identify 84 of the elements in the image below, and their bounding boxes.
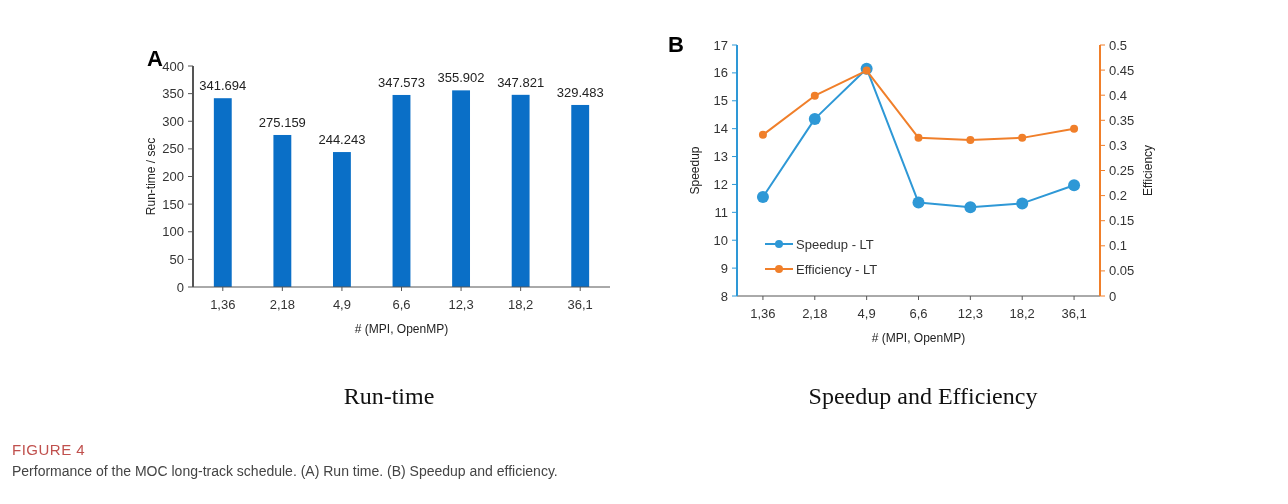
point [1018, 133, 1027, 142]
point [758, 130, 767, 139]
y-tick-label: 16 [713, 65, 728, 81]
y-axis-title: Run-time / sec [144, 137, 158, 216]
point [808, 112, 821, 125]
y-tick-label: 400 [162, 58, 184, 74]
y-tick-label: 50 [169, 251, 184, 267]
y-tick-label: 300 [162, 113, 184, 129]
point [756, 190, 769, 203]
y-tick-label: 10 [713, 232, 728, 248]
data-label: 244.243 [318, 132, 366, 148]
bar [452, 90, 471, 287]
point [914, 133, 923, 142]
y-tick-label: 9 [720, 260, 728, 276]
y2-tick-label: 0.2 [1109, 188, 1128, 204]
y2-tick-label: 0.15 [1109, 213, 1135, 229]
text: Performance of the MOC long-track schedule. (A) Run time. (B) Speedup and efficiency. [12, 463, 558, 479]
x-axis-title: # (MPI, OpenMP) [871, 331, 966, 345]
x-tick-label: 18,2 [507, 297, 534, 312]
y2-tick-label: 0.45 [1109, 62, 1135, 78]
data-label: 347.821 [497, 74, 545, 90]
y2-tick-label: 0 [1109, 288, 1117, 304]
bar [213, 98, 232, 287]
data-label: 275.159 [258, 114, 306, 130]
point [810, 91, 819, 100]
y-tick-label: 12 [713, 176, 728, 192]
x-tick-label: 2,18 [802, 306, 828, 321]
y2-tick-label: 0.35 [1109, 112, 1135, 128]
point [1070, 124, 1079, 133]
x-tick-label: 1,36 [750, 306, 776, 321]
point [1068, 179, 1081, 192]
y-tick-label: 17 [713, 37, 728, 53]
point [964, 201, 977, 214]
y-tick-label: 200 [162, 169, 184, 185]
x-tick-label: 12,3 [957, 306, 984, 321]
text: B [668, 32, 684, 57]
legend-label: Speedup - LT [796, 236, 874, 252]
data-label: 347.573 [378, 74, 425, 90]
x-tick-label: 6,6 [909, 306, 928, 321]
y-tick-label: 150 [162, 196, 184, 212]
x-tick-label: 6,6 [392, 297, 411, 312]
text: A [147, 46, 163, 71]
bar [392, 94, 411, 287]
y-tick-label: 0 [176, 279, 184, 295]
y2-tick-label: 0.4 [1109, 87, 1128, 103]
y-tick-label: 8 [720, 288, 728, 304]
x-tick-label: 36,1 [567, 297, 593, 312]
y-tick-label: 350 [162, 86, 184, 102]
data-label: 355.902 [437, 70, 485, 86]
y2-axis-title: Efficiency [1141, 144, 1155, 197]
point [1016, 197, 1029, 210]
x-tick-label: 12,3 [448, 297, 474, 312]
y-tick-label: 13 [713, 149, 728, 165]
x-tick-label: 4,9 [857, 306, 876, 321]
y2-tick-label: 0.25 [1109, 163, 1135, 179]
text: FIGURE 4 [12, 441, 86, 458]
legend-label: Efficiency - LT [796, 261, 878, 277]
y-tick-label: 15 [713, 93, 728, 109]
x-tick-label: 2,18 [269, 297, 296, 312]
y-axis-title: Speedup [688, 146, 702, 195]
data-label: 329.483 [556, 84, 604, 100]
x-tick-label: 18,2 [1009, 306, 1035, 321]
y2-tick-label: 0.1 [1109, 238, 1128, 254]
bar [273, 134, 292, 287]
bar [332, 152, 351, 287]
y2-tick-label: 0.5 [1109, 37, 1128, 53]
bar [511, 94, 530, 287]
bar [571, 104, 590, 287]
y2-tick-label: 0.3 [1109, 137, 1128, 153]
text: Speedup and Efficiency [808, 383, 1038, 409]
x-axis-title: # (MPI, OpenMP) [354, 322, 449, 336]
x-tick-label: 1,36 [210, 297, 236, 312]
data-label: 341.694 [199, 78, 247, 94]
y2-tick-label: 0.05 [1109, 263, 1135, 279]
y-tick-label: 14 [713, 121, 728, 137]
y-tick-label: 100 [162, 224, 184, 240]
x-tick-label: 4,9 [332, 297, 351, 312]
point [862, 66, 871, 75]
y-tick-label: 250 [162, 141, 184, 157]
point [966, 135, 975, 144]
x-tick-label: 36,1 [1061, 306, 1087, 321]
point [912, 196, 925, 209]
y-tick-label: 11 [714, 204, 728, 220]
text: Run-time [343, 383, 435, 409]
